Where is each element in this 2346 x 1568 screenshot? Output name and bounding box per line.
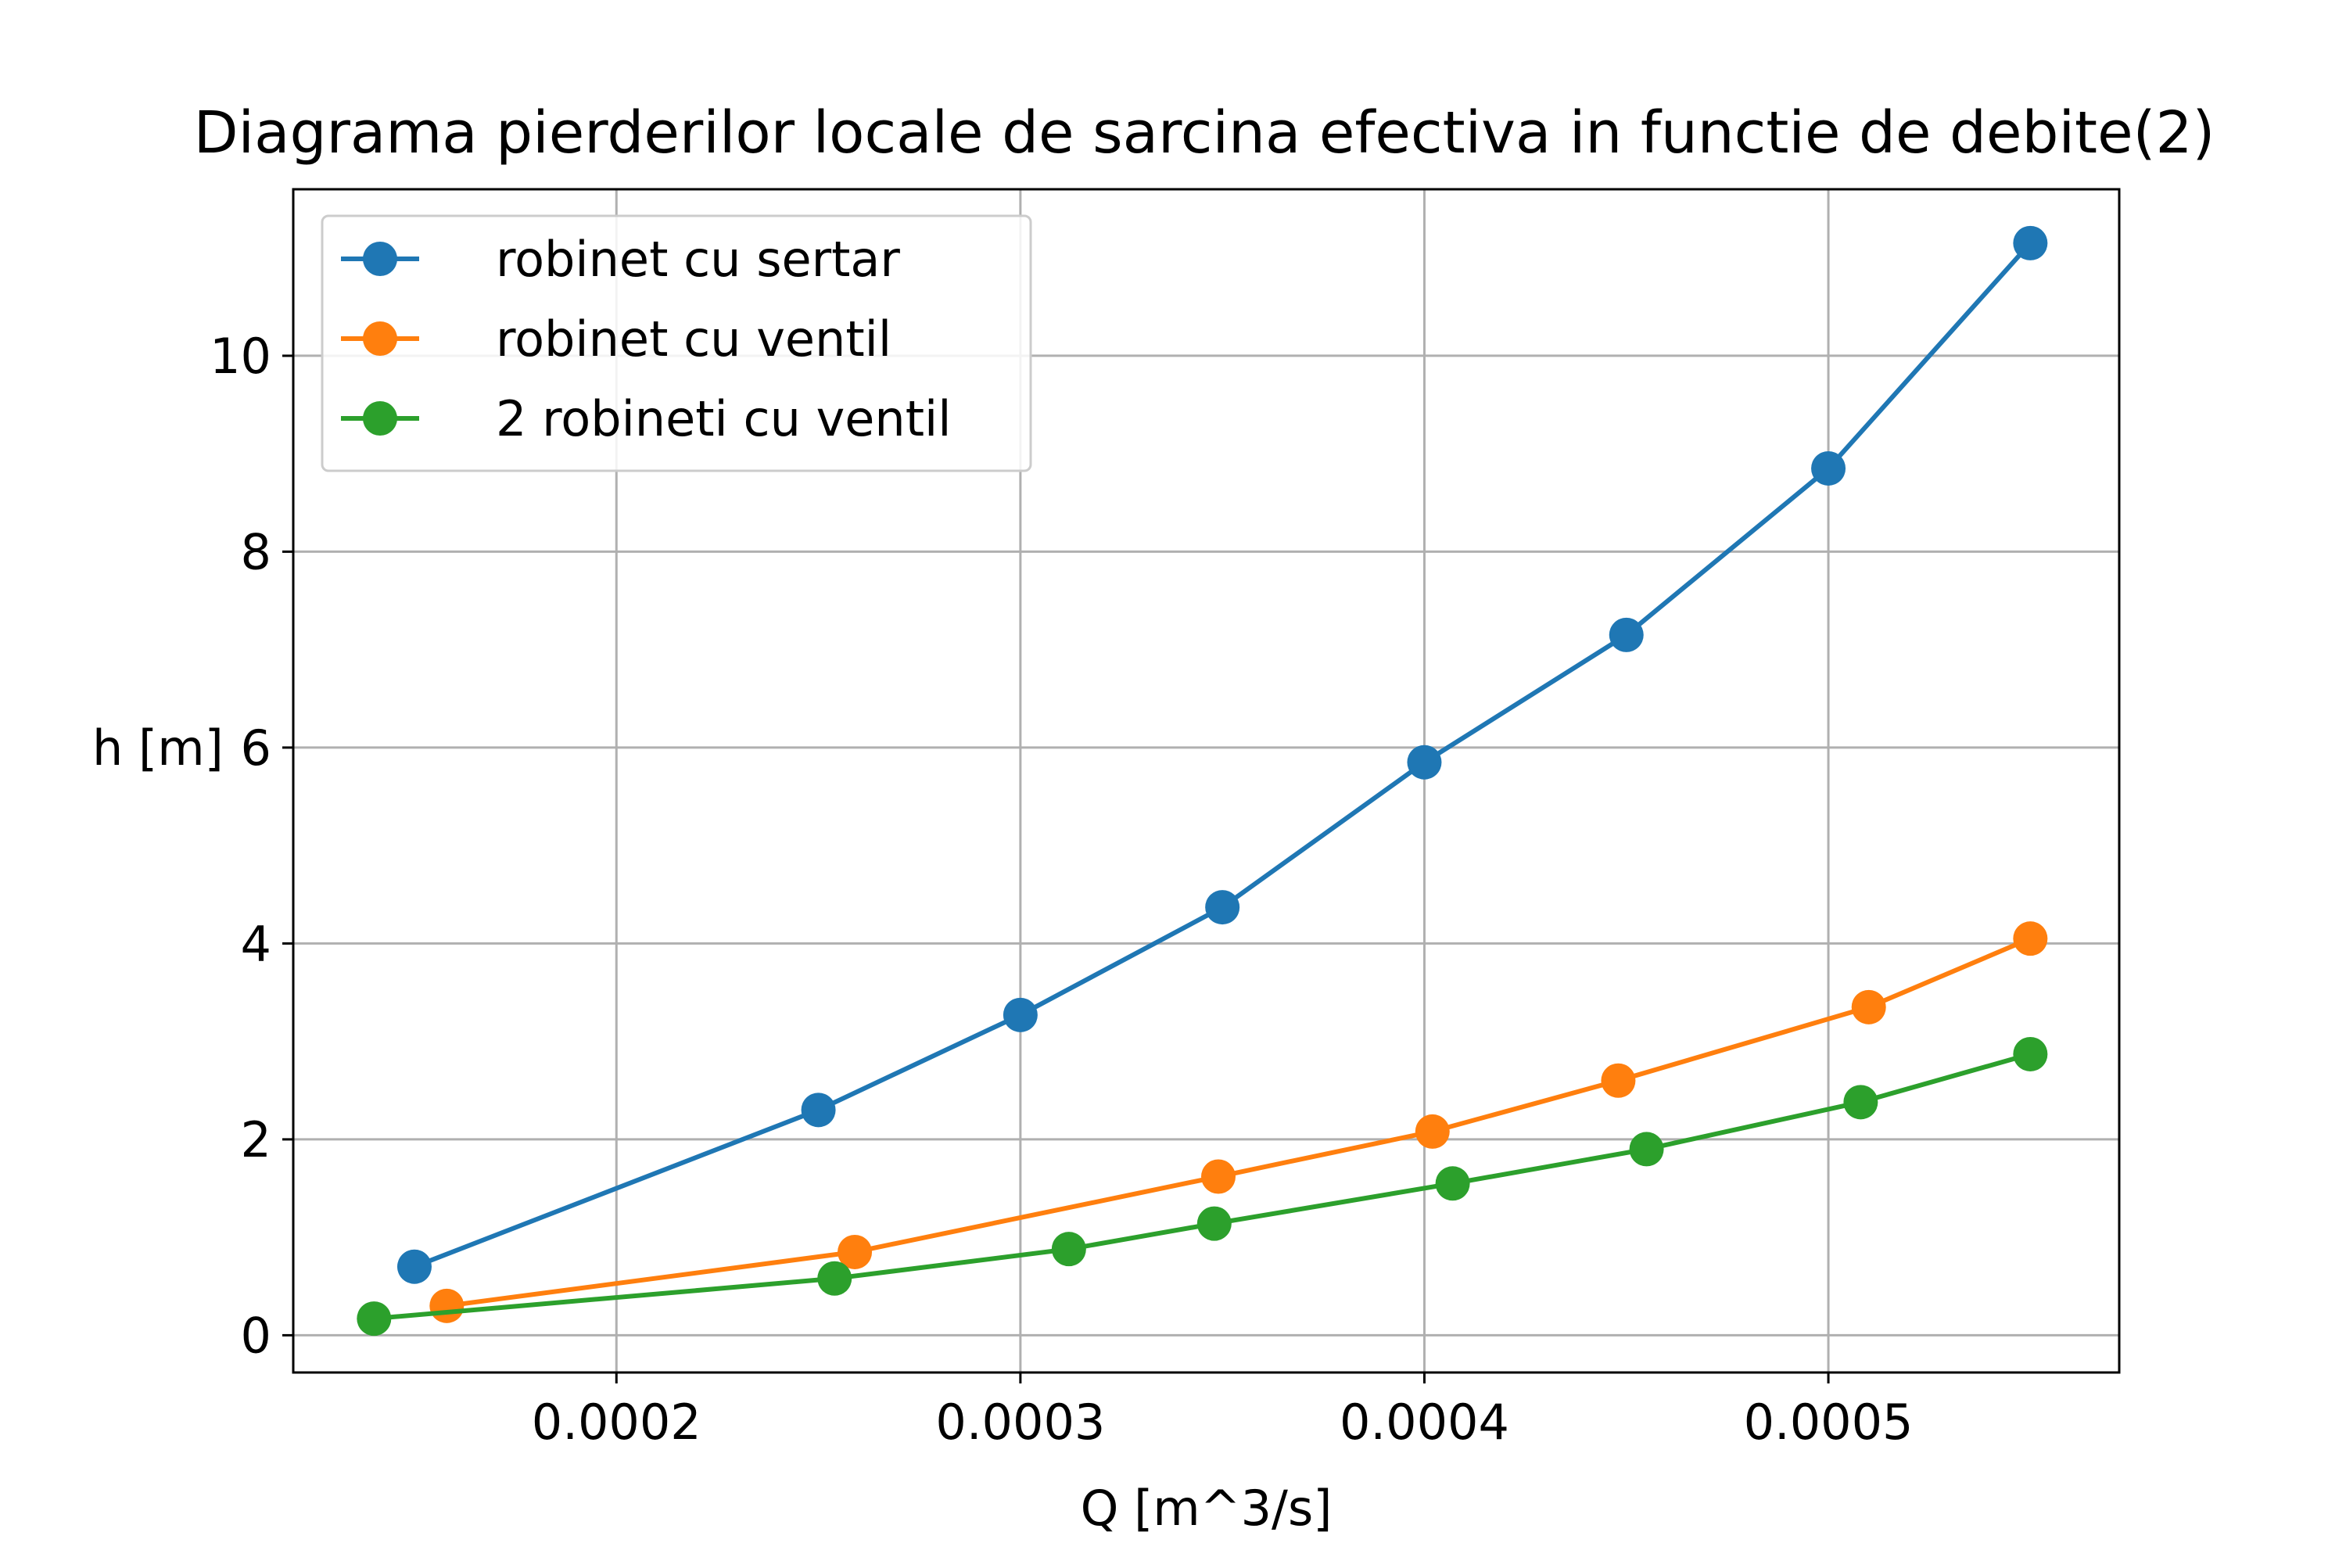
series-layer <box>357 225 2048 1337</box>
data-point <box>801 1093 836 1128</box>
data-point <box>1851 989 1886 1024</box>
data-point <box>429 1288 465 1323</box>
legend: robinet cu sertar robinet cu ventil 2 robi… <box>321 214 1032 472</box>
legend-box <box>321 214 1032 472</box>
data-point <box>1601 1063 1636 1098</box>
series-line <box>413 241 2032 1269</box>
data-point <box>1415 1114 1450 1149</box>
y-tick-label: 10 <box>210 328 271 385</box>
x-tick-label: 0.0004 <box>1340 1394 1509 1451</box>
data-point <box>1843 1085 1878 1120</box>
series-1 <box>396 225 2048 1284</box>
data-point <box>1629 1132 1664 1167</box>
data-point <box>1435 1166 1470 1201</box>
x-tick-label: 0.0005 <box>1744 1394 1914 1451</box>
series-2 <box>429 921 2048 1323</box>
data-point <box>1200 1159 1236 1194</box>
data-point <box>1407 745 1442 780</box>
data-point <box>1003 997 1038 1032</box>
axis-ticks: 0.0002 0.0003 0.0004 0.0005 0 2 4 6 8 10 <box>210 328 1913 1451</box>
plot-frame <box>292 188 2121 1374</box>
y-axis-label: h [m] <box>92 719 224 777</box>
data-point <box>396 1249 432 1284</box>
legend-entry: 2 robineti cu ventil <box>341 390 951 447</box>
x-axis-label: Q [m^3/s] <box>1081 1480 1333 1537</box>
data-point <box>1051 1232 1086 1267</box>
data-point <box>357 1301 392 1337</box>
y-tick-label: 2 <box>241 1111 271 1168</box>
legend-label: robinet cu ventil <box>496 310 891 368</box>
chart-title: Diagrama pierderilor locale de sarcina e… <box>194 99 2215 167</box>
x-tick-label: 0.0003 <box>935 1394 1105 1451</box>
series-3 <box>357 1036 2048 1337</box>
x-tick-label: 0.0002 <box>532 1394 701 1451</box>
data-point <box>2013 1036 2048 1071</box>
y-tick-label: 8 <box>241 523 271 580</box>
y-tick-label: 0 <box>241 1307 271 1364</box>
data-point <box>1811 450 1846 486</box>
data-point <box>838 1234 873 1269</box>
legend-label: robinet cu sertar <box>496 231 900 288</box>
data-point <box>1205 890 1240 925</box>
y-tick-label: 6 <box>241 719 271 777</box>
legend-marker <box>363 321 397 356</box>
y-tick-label: 4 <box>241 915 271 972</box>
data-point <box>2013 225 2048 260</box>
series-line <box>374 1052 2032 1322</box>
grid <box>293 189 2119 1372</box>
data-point <box>1196 1206 1232 1241</box>
legend-label: 2 robineti cu ventil <box>496 390 951 447</box>
legend-marker <box>363 242 397 276</box>
legend-entry: robinet cu sertar <box>341 231 900 288</box>
data-point <box>2013 921 2048 956</box>
legend-marker <box>363 401 397 436</box>
data-point <box>1609 617 1644 652</box>
data-point <box>817 1261 852 1296</box>
legend-entry: robinet cu ventil <box>341 310 891 368</box>
